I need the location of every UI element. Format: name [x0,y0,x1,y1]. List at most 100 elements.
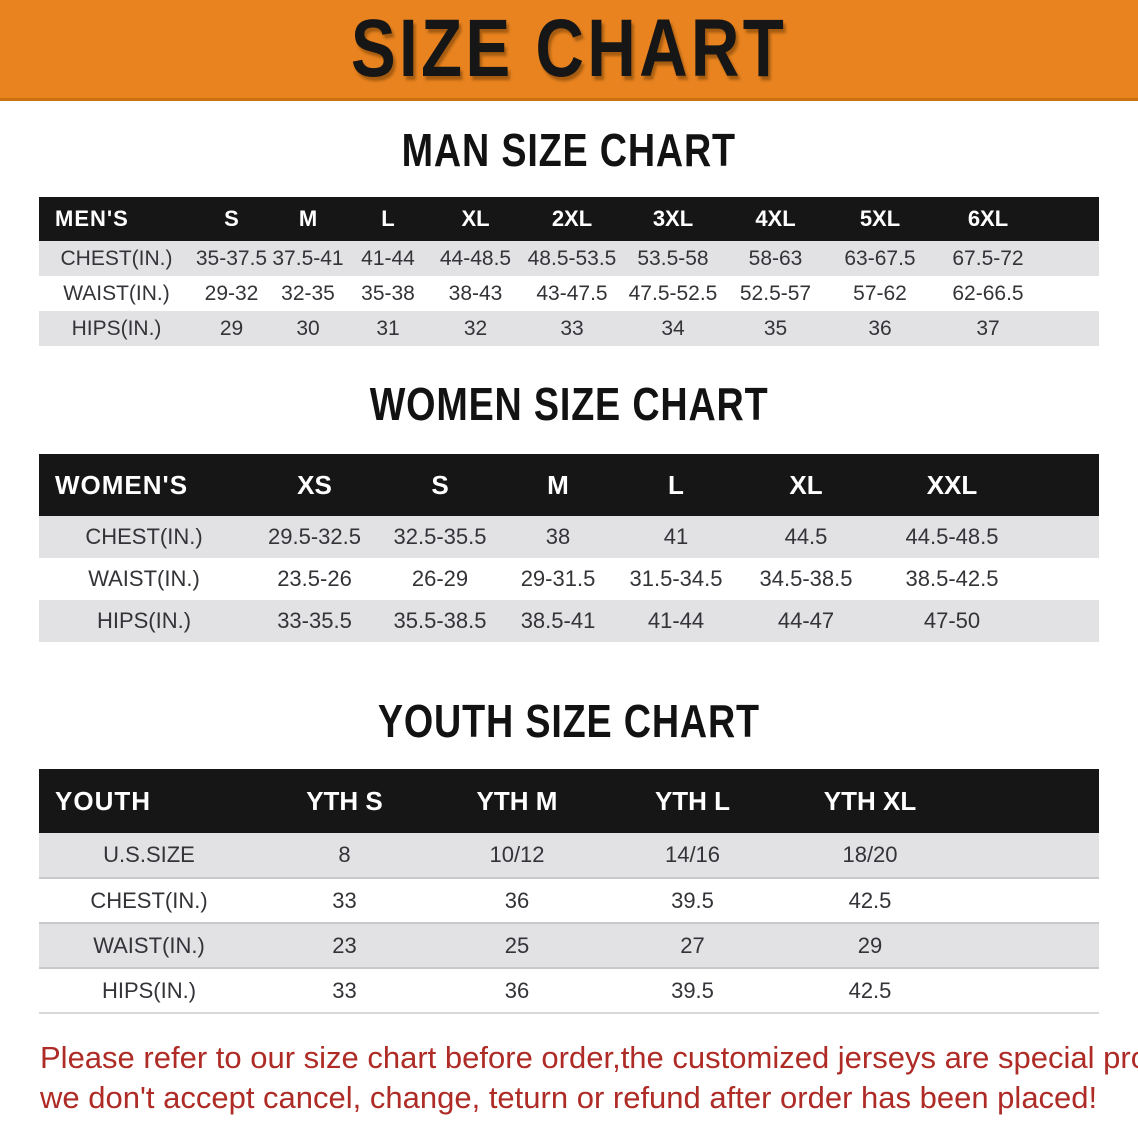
cell: 25 [504,932,530,958]
cell: 29-32 [204,281,259,305]
cell: 58-63 [748,246,803,270]
youth-chest-row: CHEST(IN.) 33 36 39.5 42.5 [39,878,1099,923]
cell: 37.5-41 [272,246,344,270]
cell: 32-35 [281,281,335,305]
men-col-header: L [347,197,429,241]
women-col-header: M [500,454,616,516]
youth-section-heading-text: YOUTH SIZE CHART [378,695,760,747]
cell: 36 [868,316,892,340]
cell: 29 [219,316,244,340]
cell: 26-29 [411,566,469,591]
youth-section-heading: YOUTH SIZE CHART [0,642,1138,769]
cell: 44.5 [784,524,828,549]
cell: 36 [504,977,530,1003]
cell: 38.5-41 [520,608,596,633]
cell: 18/20 [842,842,898,867]
cell: 35-38 [361,281,415,305]
cell: 38.5-42.5 [905,566,999,591]
cell: 35 [763,316,788,340]
cell: 36 [504,887,530,913]
cell: 27 [680,932,705,958]
youth-col-header: YTH S [259,769,430,833]
spacer-cell [959,923,1099,968]
youth-header-row: YOUTH YTH S YTH M YTH L YTH XL [39,769,1099,833]
row-label: CHEST(IN.) [90,887,208,913]
women-col-header: XS [249,454,380,516]
cell: 31.5-34.5 [629,566,723,591]
women-section-heading-text: WOMEN SIZE CHART [369,378,769,430]
cell: 29 [857,932,883,958]
cell: 30 [296,316,320,340]
men-col-header: 4XL [724,197,827,241]
women-chest-row: CHEST(IN.) 29.5-32.5 32.5-35.5 38 41 44.… [39,516,1099,558]
notice-line-1: Please refer to our size chart before or… [40,1040,1138,1075]
men-col-header: 5XL [827,197,933,241]
row-label: HIPS(IN.) [101,977,197,1003]
row-label: HIPS(IN.) [96,608,192,633]
cell: 33-35.5 [277,608,352,633]
cell: 38 [545,524,571,549]
cell: 62-66.5 [952,281,1024,305]
cell: 32 [463,316,488,340]
youth-col-header: YTH L [604,769,781,833]
women-hips-row: HIPS(IN.) 33-35.5 35.5-38.5 38.5-41 41-4… [39,600,1099,642]
men-col-header: 2XL [522,197,622,241]
cell: 35.5-38.5 [393,608,487,633]
footer-notice: Please refer to our size chart before or… [40,1038,1138,1118]
men-col-header: S [194,197,269,241]
cell: 42.5 [848,977,892,1003]
cell: 29.5-32.5 [268,524,361,549]
cell: 34 [661,316,685,340]
youth-corner-label: YOUTH [39,769,259,833]
youth-hips-row: HIPS(IN.) 33 36 39.5 42.5 [39,968,1099,1013]
cell: 42.5 [848,887,892,913]
cell: 41-44 [361,246,415,270]
spacer-cell [959,833,1099,878]
row-label: CHEST(IN.) [60,246,173,270]
row-label: WAIST(IN.) [63,281,170,305]
cell: 29-31.5 [520,566,596,591]
cell: 41-44 [647,608,705,633]
cell: 34.5-38.5 [759,566,853,591]
men-col-header: XL [429,197,522,241]
youth-ussize-row: U.S.SIZE 8 10/12 14/16 18/20 [39,833,1099,878]
banner: SIZE CHART [0,0,1138,101]
cell: 37 [976,316,1000,340]
cell: 67.5-72 [952,246,1024,270]
cell: 31 [376,316,400,340]
men-corner-label: MEN'S [39,197,194,241]
notice-line-2: we don't accept cancel, change, teturn o… [40,1080,1098,1115]
cell: 47.5-52.5 [628,281,718,305]
cell: 23 [332,932,357,958]
cell: 32.5-35.5 [393,524,487,549]
spacer-cell [1043,241,1099,276]
spacer-cell [1043,197,1099,241]
row-label: WAIST(IN.) [93,932,205,958]
cell: 48.5-53.5 [527,246,617,270]
spacer-cell [1028,516,1099,558]
youth-section: YOUTH SIZE CHART YOUTH YTH S YTH M YTH L… [0,642,1138,1014]
cell: 23.5-26 [277,566,352,591]
men-col-header: 3XL [622,197,724,241]
cell: 10/12 [489,842,545,867]
men-chest-row: CHEST(IN.) 35-37.5 37.5-41 41-44 44-48.5… [39,241,1099,276]
cell: 52.5-57 [739,281,812,305]
row-label: HIPS(IN.) [71,316,162,340]
spacer-cell [1028,454,1099,516]
cell: 43-47.5 [536,281,608,305]
spacer-cell [959,769,1099,833]
cell: 38-43 [448,281,503,305]
cell: 63-67.5 [844,246,916,270]
row-label: U.S.SIZE [103,842,195,867]
women-col-header: L [616,454,736,516]
spacer-cell [1043,311,1099,346]
youth-waist-row: WAIST(IN.) 23 25 27 29 [39,923,1099,968]
page-title: SIZE CHART [350,3,788,94]
women-col-header: XL [736,454,876,516]
cell: 39.5 [671,887,714,913]
cell: 39.5 [671,977,714,1003]
youth-col-header: YTH XL [781,769,959,833]
cell: 44.5-48.5 [905,524,999,549]
cell: 8 [338,842,351,867]
